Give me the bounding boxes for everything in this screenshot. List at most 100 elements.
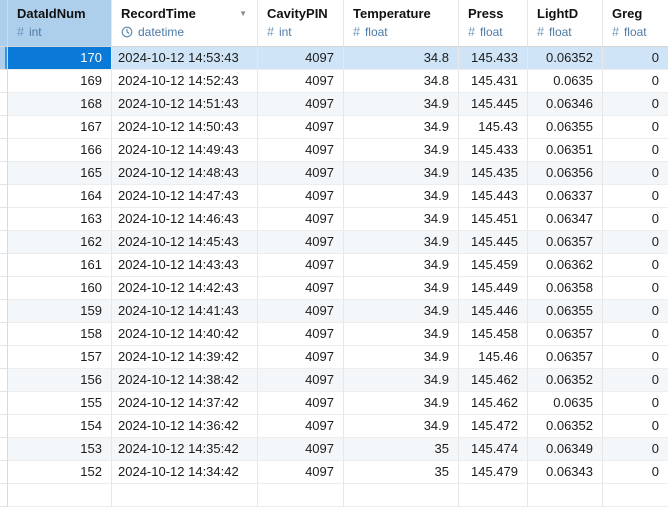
table-cell[interactable]: 34.9 [344, 93, 459, 116]
table-cell[interactable]: 145.449 [459, 277, 528, 300]
table-cell[interactable]: 4097 [258, 208, 344, 231]
table-cell[interactable]: 0 [603, 277, 668, 300]
table-cell[interactable]: 2024-10-12 14:36:42 [112, 415, 258, 438]
table-cell[interactable]: 145.46 [459, 346, 528, 369]
table-cell[interactable]: 0.06357 [528, 323, 603, 346]
table-cell[interactable]: 0 [603, 415, 668, 438]
table-cell[interactable]: 4097 [258, 254, 344, 277]
table-cell[interactable]: 0.06347 [528, 208, 603, 231]
table-cell[interactable]: 170 [8, 47, 112, 70]
table-cell[interactable]: 145.479 [459, 461, 528, 484]
table-cell[interactable]: 35 [344, 438, 459, 461]
row-selector-gutter[interactable] [0, 139, 8, 162]
table-cell[interactable]: 145.462 [459, 392, 528, 415]
table-cell[interactable]: 145.459 [459, 254, 528, 277]
table-cell[interactable]: 145.435 [459, 162, 528, 185]
row-selector-gutter[interactable] [0, 346, 8, 369]
table-cell[interactable]: 2024-10-12 14:43:43 [112, 254, 258, 277]
row-selector-gutter[interactable] [0, 116, 8, 139]
table-cell[interactable]: 34.8 [344, 70, 459, 93]
table-cell[interactable]: 0.06352 [528, 415, 603, 438]
table-cell[interactable]: 0.06343 [528, 461, 603, 484]
table-cell[interactable]: 4097 [258, 392, 344, 415]
table-cell[interactable]: 4097 [258, 93, 344, 116]
table-cell[interactable]: 2024-10-12 14:40:42 [112, 323, 258, 346]
table-cell[interactable]: 145.431 [459, 70, 528, 93]
table-cell[interactable]: 0 [603, 47, 668, 70]
table-cell[interactable]: 34.9 [344, 346, 459, 369]
table-cell[interactable]: 0.06357 [528, 231, 603, 254]
row-selector-gutter[interactable] [0, 70, 8, 93]
table-cell[interactable]: 145.474 [459, 438, 528, 461]
table-cell[interactable]: 2024-10-12 14:35:42 [112, 438, 258, 461]
table-cell[interactable]: 4097 [258, 231, 344, 254]
table-cell[interactable]: 2024-10-12 14:39:42 [112, 346, 258, 369]
column-header-recordtime[interactable]: RecordTime datetime ▼ [112, 0, 258, 46]
table-cell[interactable]: 34.8 [344, 47, 459, 70]
table-cell[interactable]: 0.06351 [528, 139, 603, 162]
row-selector-gutter[interactable] [0, 185, 8, 208]
table-cell[interactable]: 34.9 [344, 231, 459, 254]
table-cell[interactable]: 169 [8, 70, 112, 93]
table-cell[interactable]: 0 [603, 392, 668, 415]
table-cell[interactable]: 155 [8, 392, 112, 415]
table-cell[interactable]: 4097 [258, 461, 344, 484]
table-cell[interactable]: 145.433 [459, 47, 528, 70]
table-cell[interactable]: 4097 [258, 277, 344, 300]
table-cell[interactable]: 2024-10-12 14:49:43 [112, 139, 258, 162]
table-cell[interactable]: 34.9 [344, 185, 459, 208]
table-cell[interactable]: 0.06355 [528, 116, 603, 139]
table-cell[interactable]: 2024-10-12 14:47:43 [112, 185, 258, 208]
table-cell[interactable]: 2024-10-12 14:37:42 [112, 392, 258, 415]
table-cell[interactable]: 34.9 [344, 415, 459, 438]
table-cell[interactable]: 164 [8, 185, 112, 208]
table-cell[interactable]: 161 [8, 254, 112, 277]
table-cell[interactable]: 0.06356 [528, 162, 603, 185]
table-cell[interactable]: 0.06352 [528, 47, 603, 70]
table-cell[interactable]: 4097 [258, 369, 344, 392]
row-selector-gutter[interactable] [0, 438, 8, 461]
table-cell[interactable]: 4097 [258, 346, 344, 369]
table-cell[interactable]: 0 [603, 300, 668, 323]
row-selector-gutter[interactable] [0, 369, 8, 392]
table-cell[interactable]: 167 [8, 116, 112, 139]
table-cell[interactable]: 34.9 [344, 254, 459, 277]
table-cell[interactable]: 0 [603, 185, 668, 208]
table-cell[interactable]: 2024-10-12 14:46:43 [112, 208, 258, 231]
table-cell[interactable]: 0.06362 [528, 254, 603, 277]
table-cell[interactable]: 154 [8, 415, 112, 438]
row-selector-gutter[interactable] [0, 231, 8, 254]
table-cell[interactable]: 0.0635 [528, 392, 603, 415]
table-cell[interactable]: 2024-10-12 14:45:43 [112, 231, 258, 254]
table-cell[interactable]: 145.445 [459, 93, 528, 116]
row-selector-gutter[interactable] [0, 461, 8, 484]
table-cell[interactable]: 0.06358 [528, 277, 603, 300]
table-cell[interactable]: 156 [8, 369, 112, 392]
table-cell[interactable]: 35 [344, 461, 459, 484]
table-cell[interactable]: 34.9 [344, 162, 459, 185]
table-cell[interactable]: 166 [8, 139, 112, 162]
table-cell[interactable]: 4097 [258, 70, 344, 93]
table-cell[interactable]: 4097 [258, 139, 344, 162]
table-cell[interactable]: 159 [8, 300, 112, 323]
table-cell[interactable]: 0.06355 [528, 300, 603, 323]
table-cell[interactable]: 152 [8, 461, 112, 484]
column-header-temperature[interactable]: Temperature # float [344, 0, 459, 46]
table-cell[interactable]: 2024-10-12 14:53:43 [112, 47, 258, 70]
table-cell[interactable]: 145.43 [459, 116, 528, 139]
column-header-dataidnum[interactable]: DataIdNum # int [8, 0, 112, 46]
table-cell[interactable]: 34.9 [344, 139, 459, 162]
row-selector-gutter[interactable] [0, 415, 8, 438]
row-selector-gutter[interactable] [0, 277, 8, 300]
table-cell[interactable]: 0 [603, 93, 668, 116]
table-cell[interactable]: 145.443 [459, 185, 528, 208]
table-cell[interactable]: 0 [603, 162, 668, 185]
table-cell[interactable]: 34.9 [344, 116, 459, 139]
column-header-lightd[interactable]: LightD # float [528, 0, 603, 46]
table-cell[interactable]: 34.9 [344, 208, 459, 231]
table-cell[interactable]: 0.06337 [528, 185, 603, 208]
table-cell[interactable]: 145.458 [459, 323, 528, 346]
table-cell[interactable]: 157 [8, 346, 112, 369]
table-cell[interactable]: 2024-10-12 14:38:42 [112, 369, 258, 392]
table-cell[interactable]: 2024-10-12 14:41:43 [112, 300, 258, 323]
